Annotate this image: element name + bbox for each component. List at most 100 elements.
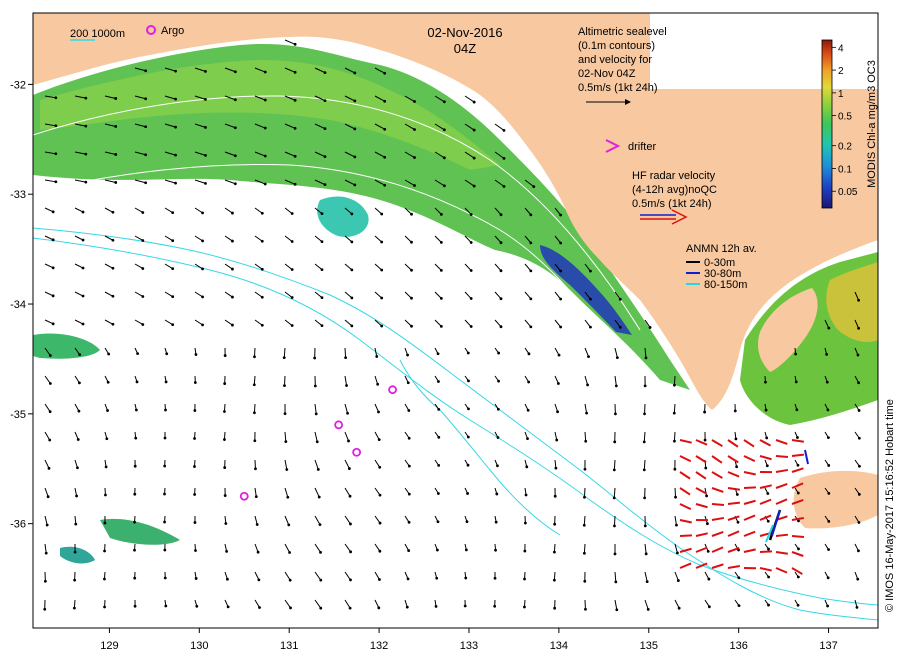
- anmn-legend-label-80-150: 80-150m: [704, 279, 747, 291]
- velocity-arrow-head: [766, 464, 769, 467]
- velocity-arrow-head: [613, 496, 616, 499]
- velocity-arrow-head: [112, 239, 115, 242]
- velocity-arrow-head: [856, 578, 859, 581]
- velocity-arrow-head: [316, 440, 319, 443]
- velocity-arrow-head: [348, 467, 351, 470]
- velocity-arrow-head: [678, 607, 681, 610]
- velocity-arrow-head: [555, 467, 558, 470]
- velocity-arrow-head: [559, 326, 562, 329]
- velocity-arrow-head: [407, 381, 410, 384]
- velocity-arrow-head: [114, 97, 117, 100]
- velocity-arrow-head: [553, 607, 556, 610]
- velocity-arrow-head: [559, 242, 562, 245]
- velocity-arrow-head: [112, 323, 115, 326]
- velocity-arrow-head: [583, 496, 586, 499]
- velocity-arrow-head: [174, 70, 177, 73]
- velocity-arrow-head: [643, 440, 646, 443]
- velocity-arrow-head: [258, 606, 261, 609]
- velocity-arrow-head: [321, 212, 324, 215]
- velocity-arrow-head: [467, 408, 470, 411]
- velocity-arrow-head: [163, 493, 166, 496]
- velocity-arrow-head: [106, 409, 109, 412]
- latitude-axis: -32-33-34-35-36: [10, 79, 33, 530]
- velocity-arrow-head: [532, 185, 535, 188]
- velocity-arrow-head: [324, 127, 327, 130]
- altimetry-legend-line-4: 02-Nov 04Z: [578, 68, 636, 80]
- colorbar-tick-label: 4: [838, 43, 844, 54]
- velocity-arrow-head: [264, 99, 267, 102]
- velocity-arrow-head: [649, 326, 652, 329]
- velocity-arrow-head: [291, 212, 294, 215]
- velocity-arrow-head: [736, 493, 739, 496]
- velocity-arrow-head: [407, 409, 410, 412]
- velocity-arrow-head: [675, 524, 678, 527]
- velocity-arrow-head: [377, 411, 380, 414]
- velocity-arrow-head: [825, 353, 828, 356]
- velocity-arrow-head: [193, 409, 196, 412]
- velocity-arrow-head: [767, 604, 770, 607]
- velocity-arrow-head: [204, 126, 207, 129]
- velocity-arrow-head: [735, 465, 738, 468]
- colorbar-title: MODIS Chl-a mg/m3 OC3: [866, 60, 878, 188]
- velocity-arrow-head: [291, 296, 294, 299]
- velocity-arrow-head: [84, 125, 87, 128]
- velocity-arrow-head: [413, 128, 416, 131]
- velocity-arrow-head: [261, 212, 264, 215]
- velocity-arrow-head: [134, 465, 137, 468]
- velocity-arrow-head: [704, 439, 707, 442]
- hf-radar-arrow: [712, 504, 724, 505]
- velocity-arrow-head: [614, 413, 617, 416]
- velocity-arrow-head: [163, 549, 166, 552]
- velocity-arrow-head: [257, 551, 260, 554]
- velocity-arrow-head: [857, 549, 860, 552]
- velocity-arrow-head: [112, 211, 115, 214]
- velocity-arrow-head: [105, 466, 108, 469]
- velocity-arrow-head: [644, 384, 647, 387]
- velocity-arrow-head: [407, 549, 410, 552]
- velocity-arrow-head: [103, 606, 106, 609]
- velocity-arrow-head: [75, 495, 78, 498]
- velocity-arrow-head: [857, 381, 860, 384]
- velocity-arrow-head: [707, 550, 710, 553]
- velocity-arrow-head: [174, 182, 177, 185]
- velocity-arrow-head: [103, 578, 106, 581]
- velocity-arrow-head: [54, 124, 57, 127]
- velocity-arrow-head: [52, 294, 55, 297]
- velocity-arrow-head: [291, 268, 294, 271]
- velocity-arrow-head: [223, 438, 226, 441]
- velocity-arrow-head: [171, 211, 174, 214]
- velocity-arrow-head: [261, 296, 264, 299]
- velocity-arrow-head: [253, 383, 256, 386]
- velocity-arrow-head: [231, 268, 234, 271]
- velocity-arrow-head: [223, 466, 226, 469]
- velocity-arrow-head: [676, 551, 679, 554]
- velocity-arrow-head: [324, 99, 327, 102]
- velocity-arrow-head: [858, 521, 861, 524]
- velocity-arrow-head: [78, 381, 81, 384]
- velocity-arrow-head: [201, 323, 204, 326]
- velocity-arrow-head: [767, 520, 770, 523]
- velocity-arrow-head: [144, 125, 147, 128]
- velocity-arrow-head: [467, 464, 470, 467]
- velocity-arrow-head: [114, 153, 117, 156]
- velocity-arrow-head: [141, 323, 144, 326]
- velocity-arrow-head: [497, 436, 500, 439]
- velocity-arrow-head: [174, 126, 177, 129]
- velocity-arrow-head: [49, 382, 52, 385]
- velocity-arrow-head: [291, 324, 294, 327]
- lon-tick-label: 137: [819, 640, 837, 652]
- velocity-arrow-head: [470, 325, 473, 328]
- velocity-arrow-head: [767, 548, 770, 551]
- velocity-arrow-head: [194, 521, 197, 524]
- velocity-arrow-head: [107, 381, 110, 384]
- velocity-arrow-head: [858, 409, 861, 412]
- velocity-arrow-head: [437, 380, 440, 383]
- velocity-arrow-head: [82, 295, 85, 298]
- velocity-arrow-head: [586, 384, 589, 387]
- velocity-arrow-head: [164, 605, 167, 608]
- velocity-arrow-head: [44, 580, 47, 583]
- velocity-arrow-head: [255, 495, 258, 498]
- velocity-arrow-head: [74, 523, 77, 526]
- velocity-arrow-head: [319, 579, 322, 582]
